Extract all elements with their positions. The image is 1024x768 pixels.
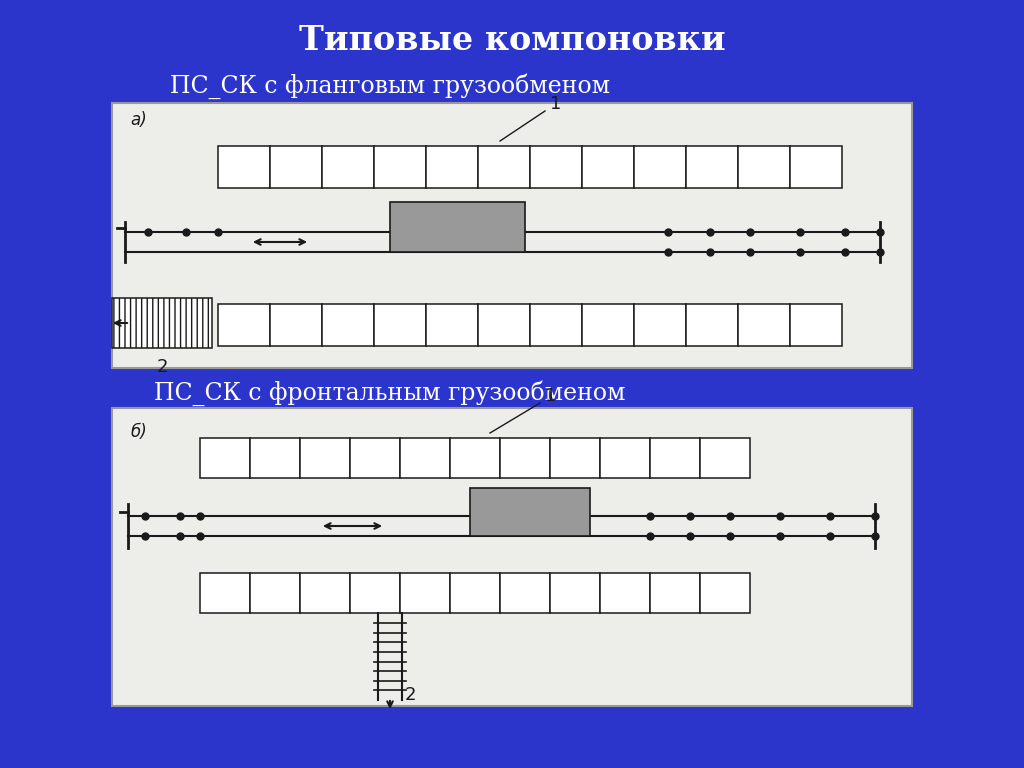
Bar (374, 304, 426, 346)
Bar (738, 304, 790, 346)
Bar (374, 146, 426, 188)
Bar (200, 573, 250, 613)
Bar (450, 438, 500, 478)
Text: ПС_СК с фронтальным грузообменом: ПС_СК с фронтальным грузообменом (155, 380, 626, 406)
Text: 1: 1 (545, 387, 556, 405)
Bar (550, 438, 600, 478)
Bar (582, 304, 634, 346)
Bar (300, 573, 350, 613)
Bar (390, 202, 525, 252)
Text: Типовые компоновки: Типовые компоновки (299, 24, 725, 57)
Bar (790, 146, 842, 188)
Bar (500, 438, 550, 478)
Text: 2: 2 (157, 358, 168, 376)
Bar (350, 438, 400, 478)
Bar (790, 304, 842, 346)
Bar (530, 304, 582, 346)
Bar (112, 103, 912, 368)
Bar (200, 438, 250, 478)
Bar (600, 438, 650, 478)
Bar (450, 573, 500, 613)
Bar (300, 438, 350, 478)
Bar (426, 146, 478, 188)
Bar (350, 573, 400, 613)
Bar (400, 438, 450, 478)
Bar (218, 304, 270, 346)
Bar (322, 146, 374, 188)
Bar (650, 573, 700, 613)
Bar (112, 298, 212, 348)
Bar (218, 146, 270, 188)
Text: б): б) (130, 423, 146, 441)
Bar (650, 438, 700, 478)
Bar (478, 146, 530, 188)
Bar (470, 488, 590, 536)
Bar (634, 304, 686, 346)
Bar (478, 304, 530, 346)
Bar (500, 573, 550, 613)
Text: 1: 1 (550, 95, 561, 113)
Bar (270, 304, 322, 346)
Bar (270, 146, 322, 188)
Bar (112, 408, 912, 706)
Bar (700, 438, 750, 478)
Bar (530, 146, 582, 188)
Text: ПС_СК с фланговым грузообменом: ПС_СК с фланговым грузообменом (170, 73, 610, 99)
Bar (686, 146, 738, 188)
Bar (250, 438, 300, 478)
Bar (400, 573, 450, 613)
Bar (582, 146, 634, 188)
Bar (686, 304, 738, 346)
Bar (550, 573, 600, 613)
Bar (738, 146, 790, 188)
Bar (634, 146, 686, 188)
Text: а): а) (130, 111, 146, 129)
Bar (700, 573, 750, 613)
Bar (426, 304, 478, 346)
Text: 2: 2 (406, 686, 417, 704)
Bar (250, 573, 300, 613)
Bar (322, 304, 374, 346)
Bar (600, 573, 650, 613)
